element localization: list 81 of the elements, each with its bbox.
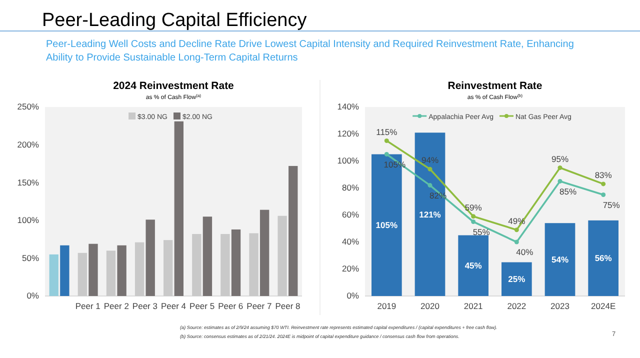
data-label: 95%	[551, 154, 569, 164]
data-label: 115%	[376, 126, 398, 137]
data-label: 25%	[508, 274, 526, 284]
y-tick-label: 0%	[26, 290, 40, 301]
bar	[588, 220, 618, 296]
y-tick-label: 0%	[346, 290, 360, 301]
x-tick-label: 2021	[464, 301, 484, 312]
data-label: 54%	[551, 254, 569, 265]
point	[384, 152, 389, 157]
bar	[106, 250, 116, 296]
point	[558, 178, 562, 184]
bar	[458, 235, 488, 296]
bar	[278, 216, 287, 296]
x-tick-label: Peer 7	[246, 301, 272, 312]
point	[514, 228, 519, 232]
y-tick-label: 100%	[17, 215, 40, 226]
x-tick-label: Peer 6	[218, 301, 244, 312]
x-tick-label: Peer 8	[275, 301, 301, 312]
data-label: 85%	[559, 186, 577, 196]
x-tick-label: 2023	[550, 301, 570, 312]
data-label: 45%	[464, 260, 482, 271]
bar	[117, 245, 126, 296]
bar	[260, 210, 270, 296]
y-tick-label: 250%	[17, 102, 40, 112]
data-label: 56%	[594, 253, 612, 264]
chart-title: Reinvestment Rate	[448, 80, 542, 92]
bar	[414, 132, 446, 296]
bar	[78, 252, 88, 296]
point	[384, 138, 389, 144]
point	[514, 240, 519, 244]
x-tick-label: Peer 1	[75, 301, 101, 312]
y-tick-label: 60%	[342, 210, 360, 220]
bar	[220, 234, 230, 296]
y-tick-label: 80%	[342, 182, 360, 193]
y-tick-label: 100%	[337, 156, 360, 166]
data-label: 83%	[594, 170, 612, 180]
bar	[231, 229, 241, 296]
point	[601, 192, 606, 198]
bar	[49, 254, 58, 296]
y-tick-label: 50%	[22, 252, 40, 263]
y-tick-label: 40%	[342, 236, 360, 247]
bar	[88, 244, 98, 296]
text: Peer-Leading Capital Efficiency	[42, 10, 308, 31]
data-label: 121%	[419, 209, 442, 220]
x-tick-label: 2022	[507, 301, 526, 312]
bar	[60, 245, 70, 296]
text: Peer-Leading Well Costs and Decline Rate Drive Lowest Capital Intensity and Required Reinvestment Rate, Enhancing Ability to Provide Sustainable Long-Term Capital Returns	[46, 39, 574, 64]
y-tick-label: 120%	[337, 128, 360, 139]
point	[558, 165, 562, 170]
data-label: 59%	[464, 202, 482, 212]
bar	[544, 223, 576, 296]
data-label: 94%	[421, 155, 439, 166]
x-tick-label: 2020	[420, 301, 440, 312]
y-tick-label: 200%	[17, 140, 40, 150]
data-label: 105%	[376, 220, 398, 230]
y-tick-label: 140%	[337, 102, 360, 112]
x-tick-label: Peer 5	[190, 301, 215, 312]
bar	[192, 234, 202, 296]
data-label: 55%	[472, 226, 490, 237]
x-tick-label: Peer 4	[160, 301, 186, 312]
y-tick-label: 20%	[342, 264, 360, 274]
data-label: 75%	[602, 200, 620, 210]
bar	[288, 166, 298, 296]
point	[471, 219, 476, 224]
chart-title: 2024 Reinvestment Rate	[113, 80, 234, 92]
bar	[249, 233, 258, 296]
x-tick-label: Peer 3	[132, 301, 158, 312]
point	[428, 166, 432, 172]
x-tick-label: 2019	[377, 301, 396, 312]
bar	[146, 220, 155, 296]
y-tick-label: 150%	[17, 177, 40, 188]
bar	[502, 262, 532, 296]
bar	[134, 242, 144, 296]
bar	[202, 216, 212, 296]
point	[428, 183, 432, 188]
x-tick-label: Peer 2	[104, 301, 130, 312]
x-tick-label: 2024E	[591, 301, 616, 312]
data-label: 40%	[516, 247, 534, 257]
bar	[164, 240, 173, 296]
point	[601, 182, 606, 186]
point	[471, 214, 476, 219]
